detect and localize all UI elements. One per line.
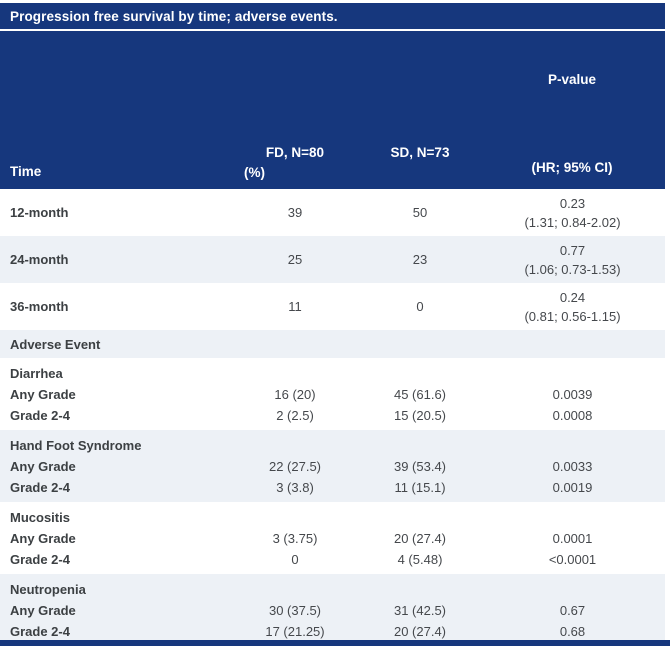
fd-value: 30 (37.5) [268,603,322,618]
sd-value: 39 (53.4) [393,459,447,474]
grade-label: Grade 2-4 [10,408,70,423]
grade-label: Any Grade [10,459,76,474]
sd-value: 50 [412,205,428,220]
fd-value: 17 (21.25) [265,624,325,639]
time-row-label: 24-month [10,252,69,267]
grade-label: Any Grade [10,603,76,618]
sd-value: 20 (27.4) [393,531,447,546]
section-name: Hand Foot Syndrome [10,438,142,453]
p-value: 0.77 [559,242,586,258]
grade-label: Grade 2-4 [10,624,70,639]
adverse-event-label: Adverse Event [10,336,101,352]
grade-label: Grade 2-4 [10,480,70,495]
hr-ci-value: (1.06; 0.73-1.53) [524,261,621,277]
sd-value: 31 (42.5) [393,603,447,618]
grade-row: Any Grade 22 (27.5) 39 (53.4) 0.0033 [0,456,665,477]
fd-value: 3 (3.75) [272,531,318,546]
time-row-label: 36-month [10,299,69,314]
grade-row: Grade 2-4 17 (21.25) 20 (27.4) 0.68 [0,621,665,642]
p-value: 0.0008 [552,408,593,423]
fd-value: 0 [291,552,299,567]
section-mucositis: Mucositis Any Grade 3 (3.75) 20 (27.4) 0… [0,502,665,574]
section-neutropenia: Neutropenia Any Grade 30 (37.5) 31 (42.5… [0,574,665,646]
table-header: P-value FD, N=80 SD, N=73 Time (%) (HR; … [0,31,665,189]
p-value: 0.0039 [552,387,593,402]
adverse-event-header-row: Adverse Event [0,330,665,358]
col-header-percent: (%) [244,165,265,180]
section-hand-foot-syndrome: Hand Foot Syndrome Any Grade 22 (27.5) 3… [0,430,665,502]
fd-value: 39 [287,205,303,220]
fd-value: 11 [288,299,302,314]
grade-label: Any Grade [10,531,76,546]
p-value: 0.67 [559,603,586,618]
table-row-24-month: 24-month 25 23 0.77 (1.06; 0.73-1.53) [0,236,665,283]
fd-value: 16 (20) [274,387,316,402]
p-value: 0.23 [559,195,586,211]
table-title: Progression free survival by time; adver… [10,8,338,24]
sd-value: 4 (5.48) [397,552,443,567]
sd-value: 20 (27.4) [393,624,447,639]
sd-value: 0 [416,299,424,314]
fd-value: 22 (27.5) [268,459,322,474]
sd-value: 15 (20.5) [393,408,447,423]
p-value: 0.0001 [552,531,593,546]
p-value-cell: 0.23 (1.31; 0.84-2.02) [480,194,665,232]
col-header-pvalue: P-value [547,72,597,87]
grade-row: Any Grade 3 (3.75) 20 (27.4) 0.0001 [0,528,665,549]
time-row-label: 12-month [10,205,69,220]
section-name-row: Hand Foot Syndrome [0,435,665,456]
section-name-row: Mucositis [0,507,665,528]
p-value-cell: 0.77 (1.06; 0.73-1.53) [480,241,665,279]
section-name: Mucositis [10,510,70,525]
sd-value: 45 (61.6) [393,387,447,402]
grade-row: Any Grade 30 (37.5) 31 (42.5) 0.67 [0,600,665,621]
pfs-adverse-events-table: Progression free survival by time; adver… [0,3,670,646]
p-value: 0.0019 [552,480,593,495]
sd-value: 23 [412,252,428,267]
col-header-sd: SD, N=73 [390,145,450,160]
grade-label: Grade 2-4 [10,552,70,567]
p-value: 0.24 [559,289,586,305]
table-body: 12-month 39 50 0.23 (1.31; 0.84-2.02) 24… [0,189,665,646]
table-bottom-border [0,640,670,646]
grade-row: Grade 2-4 2 (2.5) 15 (20.5) 0.0008 [0,405,665,426]
section-name: Neutropenia [10,582,86,597]
p-value: 0.68 [559,624,586,639]
p-value-cell: 0.24 (0.81; 0.56-1.15) [480,288,665,326]
section-diarrhea: Diarrhea Any Grade 16 (20) 45 (61.6) 0.0… [0,358,665,430]
fd-value: 3 (3.8) [276,480,314,495]
col-header-time: Time [10,164,42,179]
table-row-36-month: 36-month 11 0 0.24 (0.81; 0.56-1.15) [0,283,665,330]
grade-row: Any Grade 16 (20) 45 (61.6) 0.0039 [0,384,665,405]
section-name: Diarrhea [10,366,63,381]
p-value: <0.0001 [548,552,597,567]
grade-row: Grade 2-4 3 (3.8) 11 (15.1) 0.0019 [0,477,665,498]
grade-row: Grade 2-4 0 4 (5.48) <0.0001 [0,549,665,570]
section-name-row: Neutropenia [0,579,665,600]
fd-value: 25 [287,252,303,267]
hr-ci-value: (0.81; 0.56-1.15) [524,308,621,324]
section-name-row: Diarrhea [0,363,665,384]
sd-value: 11 (15.1) [394,480,446,495]
col-header-fd: FD, N=80 [265,145,325,160]
table-title-bar: Progression free survival by time; adver… [0,3,665,29]
col-header-hr-ci: (HR; 95% CI) [531,160,613,175]
grade-label: Any Grade [10,387,76,402]
hr-ci-value: (1.31; 0.84-2.02) [524,214,621,230]
table-row-12-month: 12-month 39 50 0.23 (1.31; 0.84-2.02) [0,189,665,236]
fd-value: 2 (2.5) [276,408,314,423]
p-value: 0.0033 [552,459,593,474]
